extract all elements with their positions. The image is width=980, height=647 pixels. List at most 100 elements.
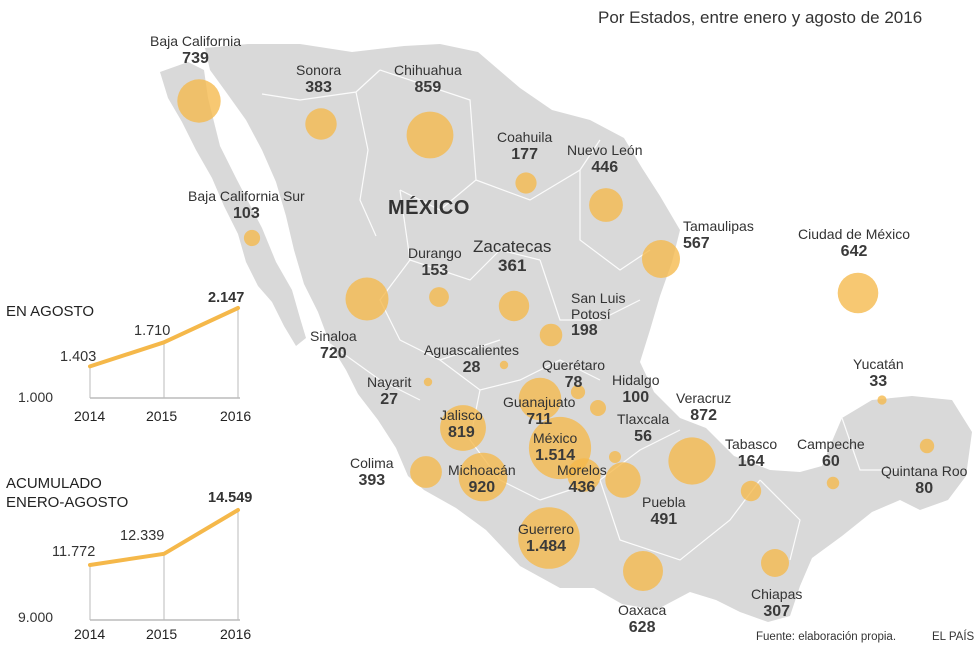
state-label-mexico: México 1.514 xyxy=(533,430,577,465)
brand-logo: EL PAÍS xyxy=(932,631,975,643)
state-name: Sonora xyxy=(296,62,342,78)
state-label-zacatecas: Zacatecas 361 xyxy=(473,237,551,275)
bubble-ciudad-de-mexico xyxy=(837,272,879,314)
bubble-aguascalientes xyxy=(499,360,509,370)
subtitle: Por Estados, entre enero y agosto de 201… xyxy=(598,8,923,27)
chart-2-data-label-2014: 11.772 xyxy=(52,544,95,560)
chart-1-tick-2016: 2016 xyxy=(220,408,252,424)
state-name: Oaxaca xyxy=(618,602,667,618)
state-label-oaxaca: Oaxaca 628 xyxy=(618,602,667,637)
state-value: 27 xyxy=(380,390,399,408)
bubble-coahuila xyxy=(515,172,537,194)
state-label-campeche: Campeche 60 xyxy=(797,436,865,471)
chart-1-data-label-2016: 2.147 xyxy=(208,290,244,306)
state-label-san-luis-potosi: San Luis Potosí 198 xyxy=(571,290,651,340)
bubble-queretaro xyxy=(570,384,586,400)
chart-2-tick-2015: 2015 xyxy=(146,626,178,642)
chart-2-title-line-2: ENERO-AGOSTO xyxy=(6,494,129,511)
state-name: Baja California xyxy=(150,33,242,49)
state-name: Chiapas xyxy=(751,586,803,602)
bubble-chiapas xyxy=(761,549,789,577)
state-value: 78 xyxy=(564,373,583,391)
state-label-baja-california: Baja California 739 xyxy=(150,33,242,68)
state-name: Coahuila xyxy=(497,129,553,145)
state-value: 1.514 xyxy=(535,446,576,464)
bubble-oaxaca xyxy=(623,551,663,591)
state-value: 711 xyxy=(526,410,553,428)
state-name: Campeche xyxy=(797,436,865,452)
state-value: 56 xyxy=(634,427,652,445)
state-value: 198 xyxy=(571,322,598,340)
state-name: Hidalgo xyxy=(612,372,660,388)
state-value: 177 xyxy=(511,145,538,163)
bubble-quintana-roo xyxy=(919,438,935,454)
bubble-nuevo-leon xyxy=(589,188,623,222)
state-label-morelos: Morelos 436 xyxy=(557,462,607,497)
state-name: Tlaxcala xyxy=(617,411,670,427)
state-bubbles xyxy=(177,79,935,591)
state-value: 859 xyxy=(414,78,442,96)
state-label-sinaloa: Sinaloa 720 xyxy=(310,328,357,363)
chart-2-title-line-1: ACUMULADO xyxy=(6,475,102,492)
state-value: 33 xyxy=(869,372,888,390)
bubble-tabasco xyxy=(740,480,762,502)
bubble-durango xyxy=(429,287,449,307)
state-value: 383 xyxy=(305,78,332,96)
bubble-chihuahua xyxy=(406,111,454,159)
chart-1-line: 1.000 1.403 1.710 2.147 xyxy=(18,290,244,405)
source-note: Fuente: elaboración propia. xyxy=(756,631,897,643)
state-value: 872 xyxy=(690,406,717,424)
state-label-quintana-roo: Quintana Roo 80 xyxy=(881,463,967,498)
state-name: Ciudad de México xyxy=(798,226,911,242)
state-value: 642 xyxy=(840,242,868,260)
state-name: Aguascalientes xyxy=(424,342,519,358)
state-label-aguascalientes: Aguascalientes 28 xyxy=(424,342,519,377)
state-value: 567 xyxy=(683,234,710,252)
state-value: 436 xyxy=(568,478,596,496)
bubble-colima xyxy=(410,456,442,488)
state-value: 491 xyxy=(650,510,678,528)
state-name: Veracruz xyxy=(676,390,732,406)
state-name: Puebla xyxy=(642,494,686,510)
state-label-durango: Durango 153 xyxy=(408,245,462,280)
state-value: 100 xyxy=(622,388,650,406)
state-value: 80 xyxy=(915,479,934,497)
bubble-hidalgo xyxy=(590,400,606,416)
state-name: Jalisco xyxy=(440,407,483,423)
state-label-ciudad-de-mexico: Ciudad de México 642 xyxy=(798,226,911,261)
chart-1-tick-2015: 2015 xyxy=(146,408,178,424)
state-name: Nuevo León xyxy=(567,142,643,158)
baja-peninsula xyxy=(160,62,306,346)
bubble-sonora xyxy=(305,108,337,140)
bubble-tlaxcala xyxy=(609,451,621,463)
bubble-yucatan xyxy=(877,395,887,405)
state-name: Guerrero xyxy=(518,521,575,537)
bubble-morelos xyxy=(567,458,601,492)
bubble-sinaloa xyxy=(345,277,389,321)
state-value: 628 xyxy=(628,618,656,636)
chart-1-data-label-2015: 1.710 xyxy=(134,323,170,339)
state-value: 164 xyxy=(737,452,765,470)
state-label-queretaro: Querétaro 78 xyxy=(542,357,605,392)
state-value: 103 xyxy=(233,204,260,222)
state-value: 1.484 xyxy=(525,537,567,555)
state-value: 739 xyxy=(182,49,209,67)
mainland xyxy=(205,44,972,622)
state-name: Baja California Sur xyxy=(188,188,305,204)
chart-2-data-label-2015: 12.339 xyxy=(120,528,164,544)
state-name: Guanajuato xyxy=(503,394,576,410)
bubble-san-luis-potosi xyxy=(539,323,563,347)
chart-1-tick-2014: 2014 xyxy=(74,408,106,424)
state-label-yucatan: Yucatán 33 xyxy=(853,356,904,391)
bubble-guanajuato xyxy=(518,377,562,421)
chart-1-title: EN AGOSTO xyxy=(6,303,95,320)
state-label-guanajuato: Guanajuato 711 xyxy=(503,394,576,429)
state-name: Nayarit xyxy=(367,374,412,390)
state-name: Michoacán xyxy=(448,462,516,478)
chart-1-series-line xyxy=(88,306,240,369)
state-name: Tamaulipas xyxy=(683,218,754,234)
country-label: MÉXICO xyxy=(388,197,470,219)
state-name: Tabasco xyxy=(725,436,778,452)
state-value: 819 xyxy=(448,423,475,441)
